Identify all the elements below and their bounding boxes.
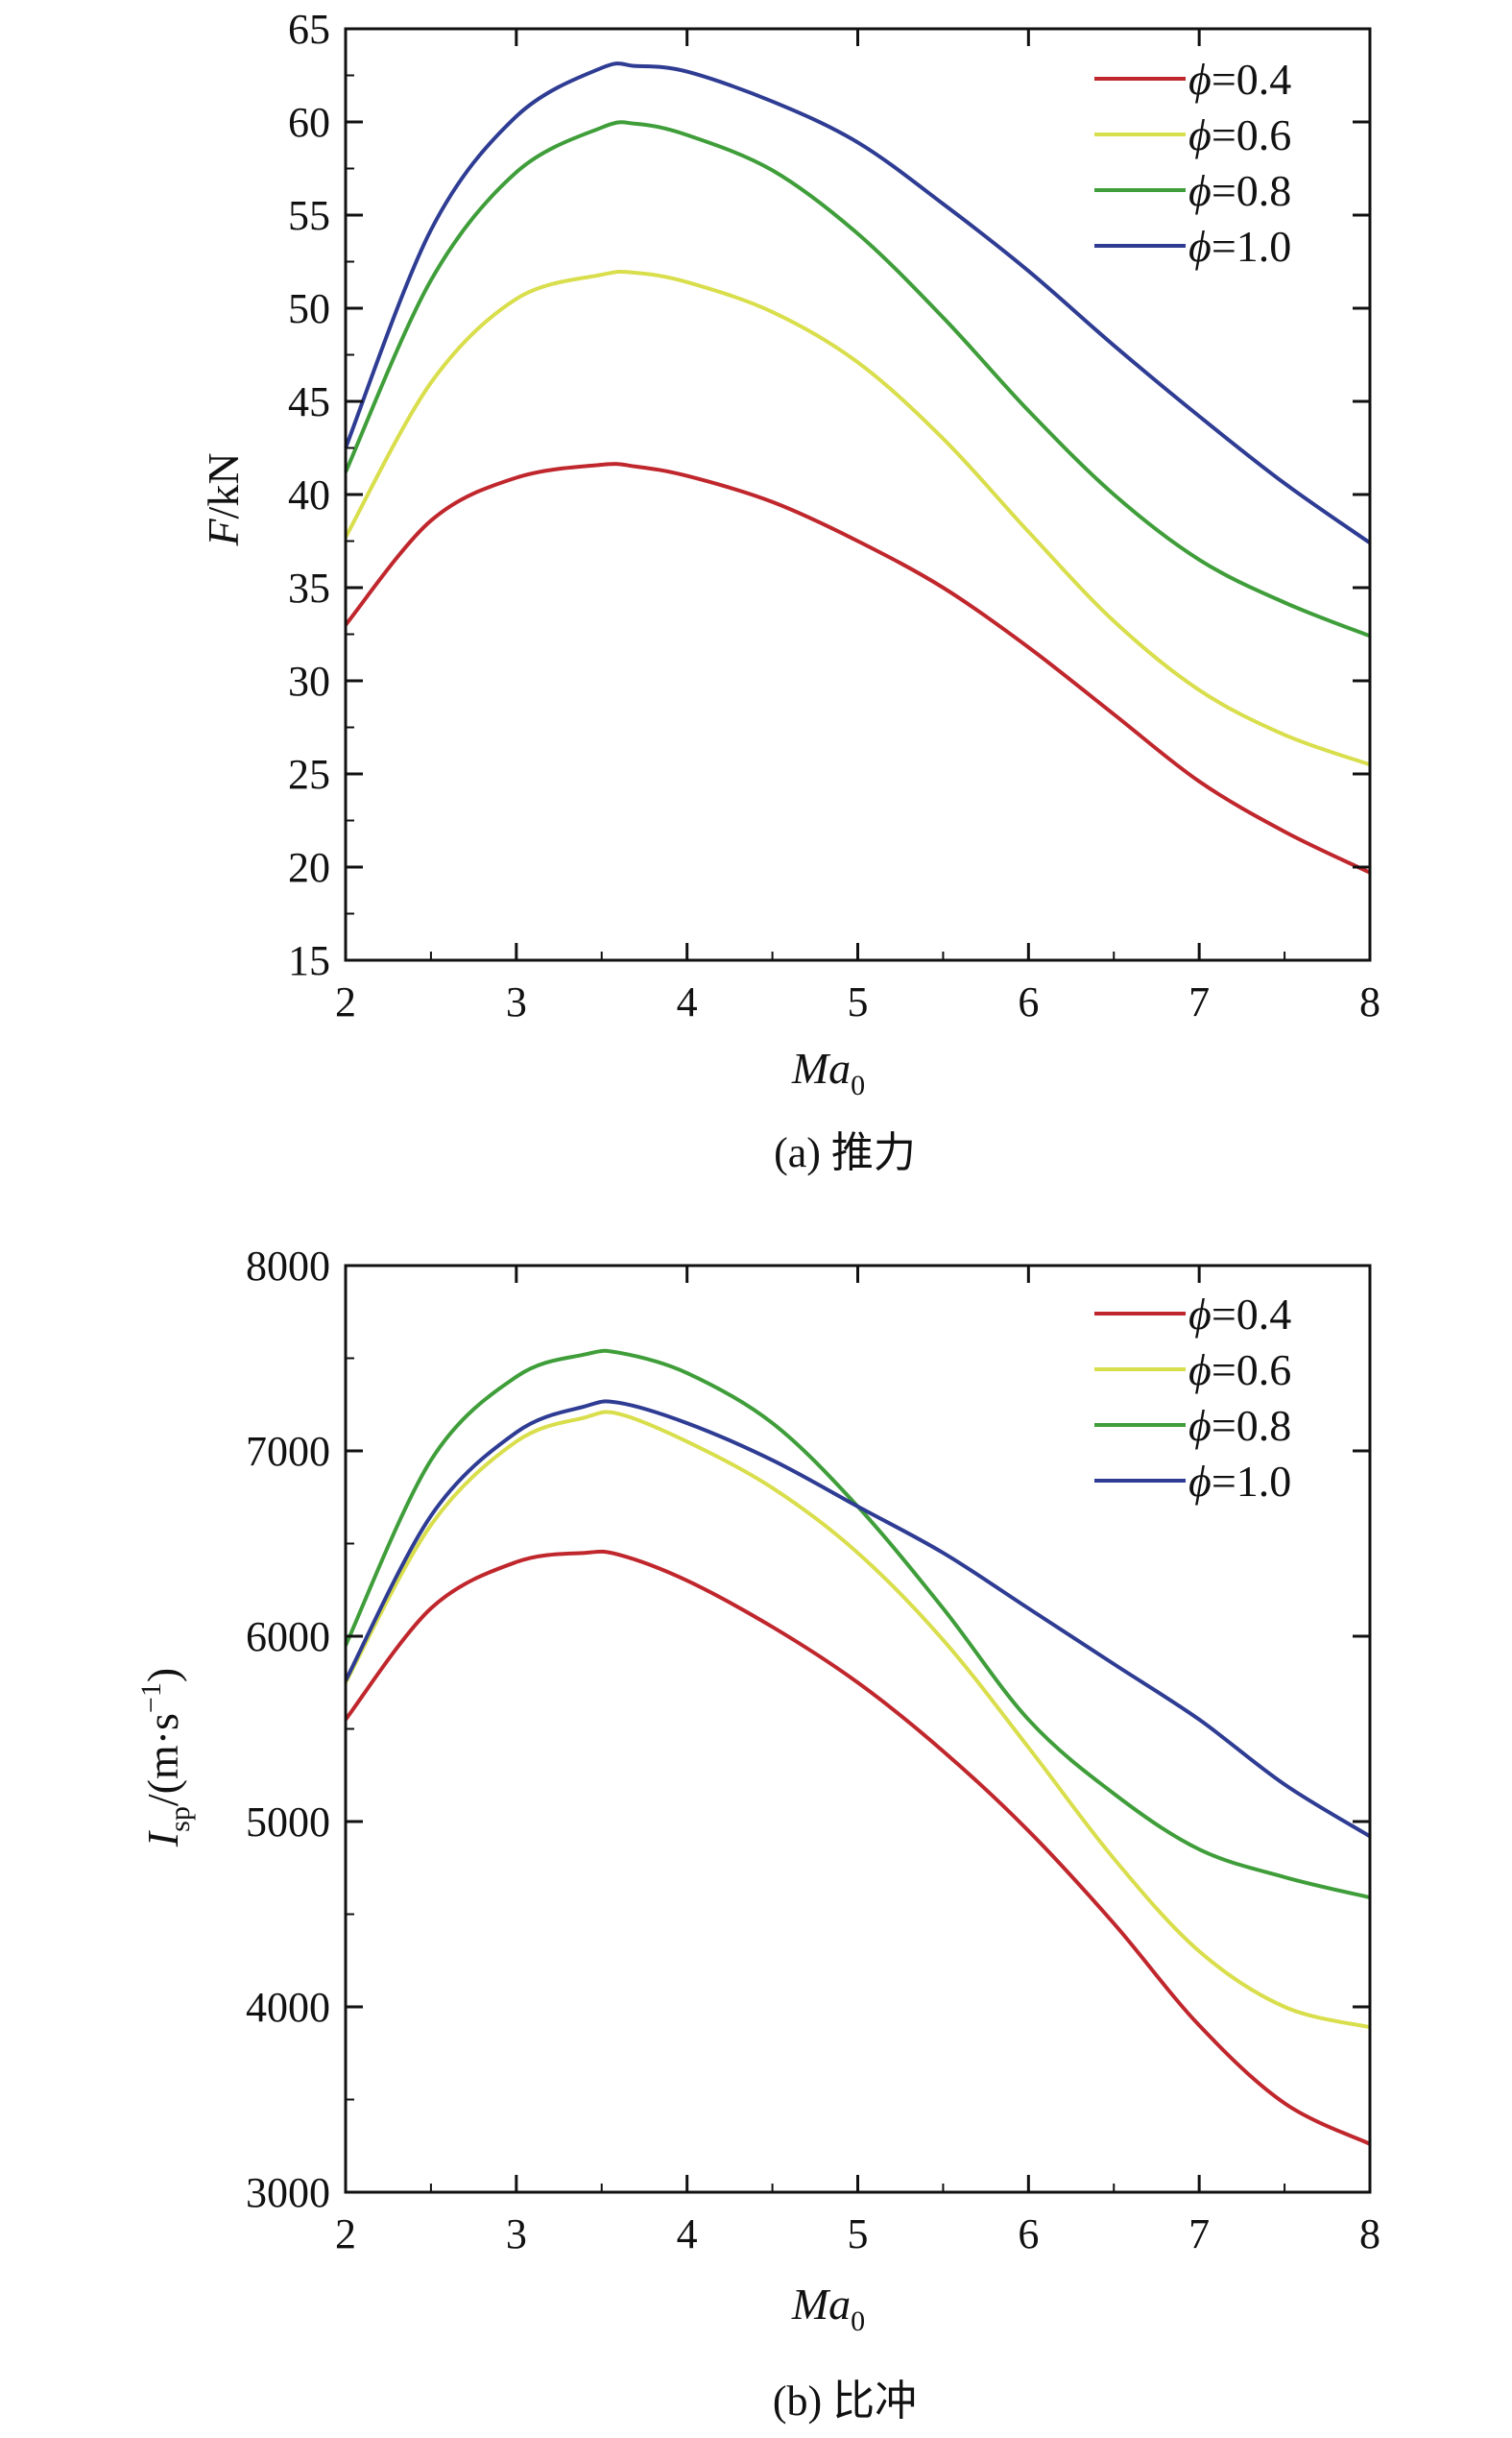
- thrust-y-axis-label: F/kN: [199, 452, 248, 546]
- thrust-legend-label: ϕ=1.0: [1188, 222, 1291, 271]
- thrust-legend-label: ϕ=0.6: [1188, 110, 1291, 159]
- isp-x-tick-label: 6: [1018, 2210, 1039, 2257]
- thrust-caption: (a) 推力: [774, 1129, 916, 1176]
- isp-x-tick-label: 5: [848, 2210, 869, 2257]
- isp-legend-label: ϕ=0.8: [1188, 1401, 1291, 1450]
- thrust-x-axis-label: Ma0: [791, 1044, 865, 1101]
- isp-x-tick-label: 7: [1188, 2210, 1210, 2257]
- isp-legend-label: ϕ=0.6: [1188, 1345, 1291, 1394]
- thrust-y-tick-label: 15: [288, 937, 330, 984]
- isp-caption: (b) 比冲: [773, 2378, 917, 2425]
- thrust-y-tick-label: 40: [288, 471, 330, 519]
- thrust-x-tick-label: 2: [335, 978, 356, 1026]
- isp-x-axis-label: Ma0: [791, 2280, 865, 2337]
- thrust-x-tick-label: 3: [506, 978, 527, 1026]
- isp-y-tick-label: 7000: [246, 1428, 330, 1475]
- thrust-y-tick-label: 35: [288, 565, 330, 612]
- thrust-y-tick-label: 65: [288, 6, 330, 53]
- thrust-series-line-1: [344, 269, 1371, 767]
- thrust-y-tick-label: 50: [288, 285, 330, 332]
- thrust-x-tick-label: 4: [677, 978, 698, 1026]
- thrust-series-line-3: [344, 61, 1372, 545]
- isp-series-line-1: [344, 1410, 1371, 2030]
- thrust-series-line-2: [344, 120, 1371, 639]
- isp-y-axis-label: Isp/(m·s−1): [135, 1668, 196, 1847]
- thrust-series-line-0: [344, 462, 1371, 875]
- thrust-y-tick-label: 55: [288, 192, 330, 239]
- isp-y-tick-label: 4000: [246, 1984, 330, 2031]
- isp-legend-label: ϕ=0.4: [1188, 1290, 1291, 1339]
- isp-x-tick-label: 4: [677, 2210, 698, 2257]
- thrust-y-tick-label: 20: [288, 844, 330, 891]
- isp-y-tick-label: 6000: [246, 1613, 330, 1660]
- thrust-legend: ϕ=0.4 ϕ=0.6 ϕ=0.8 ϕ=1.0: [1094, 55, 1291, 271]
- isp-series-line-2: [344, 1348, 1371, 1900]
- isp-series-line-0: [344, 1549, 1371, 2146]
- isp-y-tick-label: 8000: [246, 1243, 330, 1290]
- thrust-y-tick-label: 25: [288, 751, 330, 798]
- isp-x-tick-label: 2: [335, 2210, 356, 2257]
- isp-y-tick-label: 3000: [246, 2169, 330, 2216]
- thrust-y-tick-label: 60: [288, 99, 330, 146]
- thrust-x-tick-label: 6: [1018, 978, 1039, 1026]
- thrust-legend-label: ϕ=0.4: [1188, 55, 1291, 104]
- thrust-x-tick-label: 7: [1188, 978, 1210, 1026]
- isp-x-tick-label: 3: [506, 2210, 527, 2257]
- thrust-x-tick-label: 8: [1359, 978, 1380, 1026]
- thrust-y-tick-label: 30: [288, 658, 330, 705]
- thrust-legend-label: ϕ=0.8: [1188, 166, 1291, 215]
- isp-legend-label: ϕ=1.0: [1188, 1457, 1291, 1506]
- isp-series-line-3: [344, 1399, 1372, 1839]
- isp-x-tick-label: 8: [1359, 2210, 1380, 2257]
- isp-legend: ϕ=0.4 ϕ=0.6 ϕ=0.8 ϕ=1.0: [1094, 1290, 1291, 1506]
- thrust-y-tick-label: 45: [288, 378, 330, 425]
- isp-y-tick-label: 5000: [246, 1798, 330, 1846]
- specific-impulse-chart: 2 3 4 5 6 7 8 3000 4000 5000 6000 7000 8000 Ma0 Isp/…: [135, 1243, 1380, 2425]
- thrust-x-tick-label: 5: [848, 978, 869, 1026]
